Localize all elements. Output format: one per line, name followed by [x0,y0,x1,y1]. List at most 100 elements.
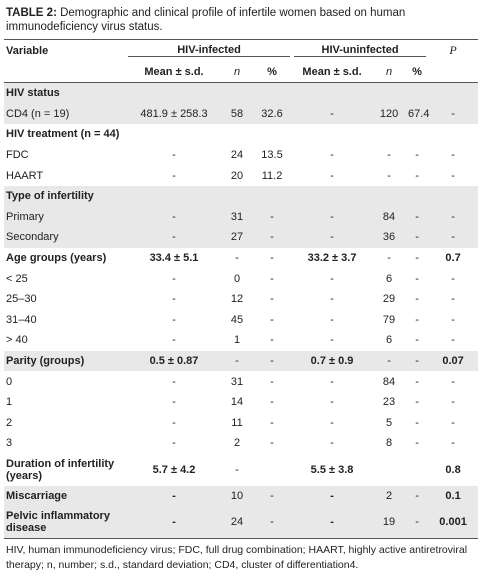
empty-cell [222,124,252,145]
cell: - [292,227,373,248]
cell: - [270,437,274,450]
cell: - [387,149,391,162]
cell: - [292,506,373,540]
cell: - [270,272,274,285]
empty-cell [126,185,222,207]
cell: - [415,169,419,182]
cell: 31 [230,375,244,388]
cell: - [252,506,293,540]
cell: - [406,485,429,507]
subheader-cell: n [222,61,252,83]
cell: - [235,252,239,265]
cell: - [235,463,239,476]
cell: - [330,396,334,409]
table-row: HIV status [4,82,479,104]
cell: 0.7 ± 0.9 [292,350,373,372]
cell: 10 [222,485,252,507]
cell: - [428,103,479,125]
cell: - [330,437,334,450]
table-row: Duration of infertility (years) 5.7 ± 4.2… [4,454,478,486]
cell: - [172,375,176,388]
row-label: HIV treatment (n = 44) [6,128,120,141]
header-variable: Variable [4,39,126,61]
table-row: Type of infertility [4,185,479,207]
row-label: Type of infertility [4,185,126,207]
cell: - [126,485,222,507]
cell: - [415,437,419,450]
cell: - [387,169,391,182]
table-title: TABLE 2: Demographic and clinical profil… [6,6,476,34]
cell: - [252,206,293,228]
empty-cell [252,185,293,207]
header-group: HIV-uninfected [292,39,429,61]
row-label: HAART [6,169,44,182]
subheader-cell: Mean ± s.d. [126,61,222,83]
table-row: > 40 - 1 - - 6 - - [4,330,478,351]
cell: - [451,149,455,162]
cell: 19 [372,506,407,540]
cell: - [330,375,334,388]
table-row: < 25 - 0 - - 6 - - [4,268,478,289]
cell: - [330,293,334,306]
cell: 2 [372,485,407,507]
empty-cell [406,454,428,486]
row-label: HIV status [4,82,126,104]
cell: - [172,149,176,162]
empty-cell [406,185,429,207]
row-label: 31–40 [6,313,37,326]
cell: 0.07 [428,350,479,372]
subheader-cell: Mean ± s.d. [292,61,373,83]
cell: - [415,272,419,285]
cell: - [451,396,455,409]
table-row: Age groups (years) 33.4 ± 5.1 - - 33.2 ± 3.7… [4,248,478,269]
row-label: 1 [6,396,13,409]
cell: - [126,227,222,248]
cell: 11.2 [261,169,283,182]
cell: 0.7 [445,252,461,265]
footnote: HIV, human immunodeficiency virus; FDC, … [6,544,468,571]
cell: - [172,272,176,285]
cell: - [270,293,274,306]
empty-cell [292,82,373,104]
cell: 29 [382,293,396,306]
cell: - [252,227,293,248]
cell: 31 [222,206,252,228]
row-label: < 25 [6,272,28,285]
empty-cell [406,124,428,145]
cell: 27 [222,227,252,248]
table-row: HIV treatment (n = 44) [4,124,478,145]
cell: - [270,375,274,388]
empty-cell [372,82,407,104]
cell: - [406,206,429,228]
table-row: FDC - 24 13.5 - - - - [4,145,478,166]
cell: - [415,149,419,162]
row-label: Primary [4,206,126,228]
cell: - [252,485,293,507]
empty-cell [428,61,479,83]
group-label: HIV-uninfected [294,44,427,57]
cell: 33.4 ± 5.1 [149,252,199,265]
title-label: TABLE 2: [6,7,57,19]
empty-cell [126,124,222,145]
empty-cell [4,61,126,83]
row-label: Miscarriage [4,485,126,507]
table-row: 3 - 2 - - 8 - - [4,433,478,454]
cell: - [406,506,429,540]
cell: 0.8 [445,463,461,476]
row-label: 0 [6,375,13,388]
cell: 84 [382,375,396,388]
row-label: 3 [6,437,13,450]
table-row: 1 - 14 - - 23 - - [4,392,478,413]
subheader-cell: % [406,61,429,83]
row-label: 25–30 [6,293,37,306]
row-label: Pelvic inflammatory disease [4,506,126,540]
table-row: Pelvic inflammatory disease -24- -19-0.001 [4,506,479,540]
cell: - [428,227,479,248]
cell: 79 [382,313,396,326]
cell: - [330,169,334,182]
empty-cell [406,82,429,104]
empty-cell [372,124,406,145]
cell: - [126,506,222,540]
cell: - [451,416,455,429]
